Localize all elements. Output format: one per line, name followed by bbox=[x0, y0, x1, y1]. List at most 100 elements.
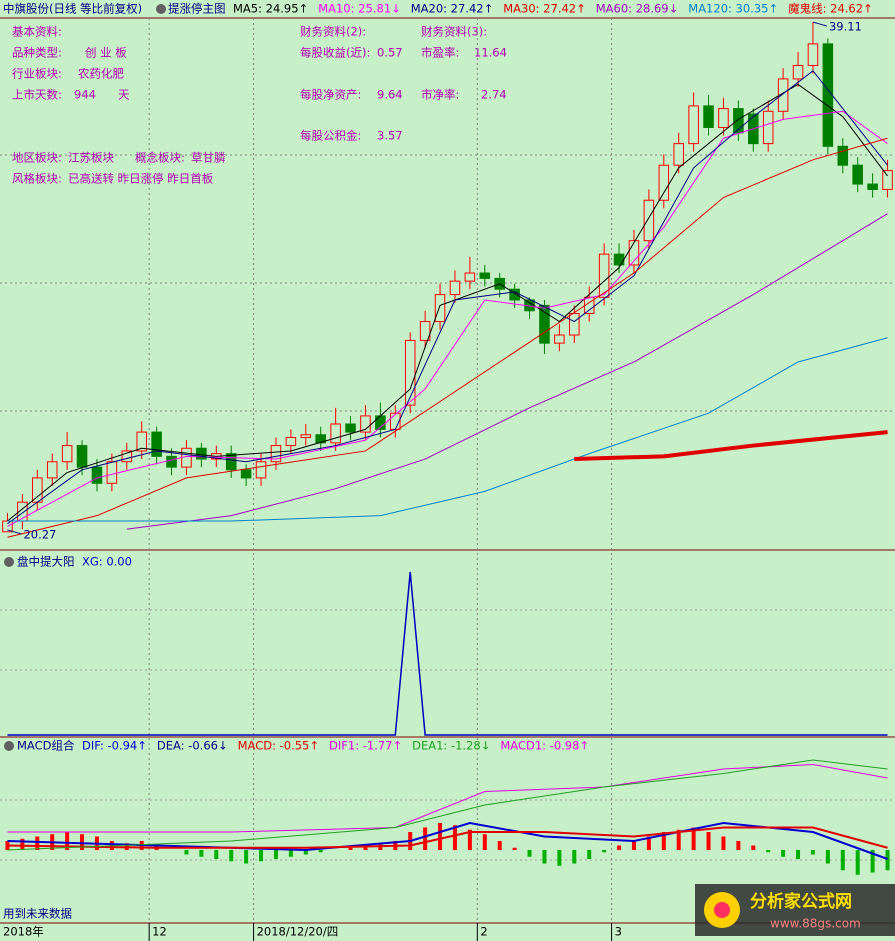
info-text: 11.64 bbox=[474, 46, 507, 60]
legend-entry: DIF: -0.94↑ bbox=[82, 739, 147, 753]
candle-body bbox=[882, 170, 893, 190]
info-text: 江苏板块 bbox=[68, 151, 114, 165]
info-text: 每股净资产: bbox=[300, 88, 361, 102]
logo bbox=[714, 902, 730, 918]
candle-body bbox=[240, 469, 252, 479]
info-text: 3.57 bbox=[377, 129, 403, 143]
ma-line bbox=[7, 337, 888, 522]
candle-body bbox=[733, 108, 744, 134]
candle-body bbox=[837, 145, 849, 166]
candle-body bbox=[569, 312, 580, 336]
candle-body bbox=[777, 78, 789, 112]
candle-body bbox=[285, 436, 297, 447]
candle-body bbox=[2, 520, 13, 533]
candle-body bbox=[91, 466, 103, 484]
legend-entry: MA120: 30.35↑ bbox=[688, 2, 778, 16]
info-text: 财务资料(3): bbox=[421, 25, 487, 39]
candle-body bbox=[628, 240, 640, 266]
info-text: 地区板块: bbox=[12, 151, 62, 165]
legend-entry: DEA: -0.66↓ bbox=[157, 739, 228, 753]
macd-line bbox=[7, 826, 888, 849]
candle-body bbox=[539, 304, 550, 344]
candle-body bbox=[151, 431, 162, 457]
chart-title: 中旗股份(日线 等比前复权) bbox=[3, 2, 142, 16]
candle-body bbox=[360, 415, 371, 433]
candle-body bbox=[718, 108, 729, 128]
info-text: 市盈率: bbox=[421, 46, 459, 60]
x-tick-label: 3 bbox=[615, 925, 622, 939]
legend-entry: MA20: 27.42↑ bbox=[411, 2, 494, 16]
info-text: 2.74 bbox=[481, 88, 507, 102]
high-label: 39.11 bbox=[829, 20, 862, 34]
candle-body bbox=[807, 43, 819, 66]
info-text: 草甘膦 bbox=[191, 151, 226, 165]
candle-body bbox=[598, 253, 610, 298]
candle-body bbox=[76, 445, 88, 468]
panel-title: MACD组合 bbox=[17, 739, 75, 753]
legend-entry: MA60: 28.69↓ bbox=[596, 2, 679, 16]
candle-body bbox=[345, 423, 356, 433]
watermark-name: 分析家公式网 bbox=[750, 891, 852, 912]
legend-entry: DEA1: -1.28↓ bbox=[412, 739, 490, 753]
candle-body bbox=[762, 110, 774, 145]
info-text: 已高送转 昨日涨停 昨日首板 bbox=[68, 172, 214, 186]
ma-line bbox=[574, 430, 888, 462]
candle-body bbox=[688, 105, 699, 145]
candle-body bbox=[315, 434, 326, 444]
legend-entry: DIF1: -1.77↑ bbox=[329, 739, 402, 753]
watermark-url: www.88gs.com bbox=[770, 917, 861, 931]
candle-body bbox=[613, 253, 625, 266]
candle-body bbox=[255, 461, 267, 479]
info-text: 基本资料: bbox=[12, 25, 62, 39]
candle-body bbox=[822, 43, 834, 147]
legend-entry: MA30: 27.42↑ bbox=[503, 2, 586, 16]
candle-body bbox=[225, 453, 237, 471]
indicator-line bbox=[7, 571, 888, 736]
info-text: 风格板块: bbox=[12, 172, 62, 186]
candle-body bbox=[479, 272, 491, 279]
candle-body bbox=[464, 272, 476, 282]
watermark: 分析家公式网 www.88gs.com bbox=[695, 884, 895, 936]
extreme-pointer bbox=[812, 21, 828, 27]
macd-line bbox=[7, 763, 888, 833]
candle-body bbox=[32, 477, 43, 503]
candle-body bbox=[300, 434, 312, 438]
info-text: 创 业 板 bbox=[85, 46, 127, 60]
info-text: 财务资料(2): bbox=[300, 25, 366, 39]
candle-body bbox=[196, 447, 207, 460]
candle-body bbox=[136, 431, 147, 452]
x-tick-label: 2018/12/20/四 bbox=[257, 925, 339, 939]
info-text: 品种类型: bbox=[12, 46, 62, 60]
info-text: 944 bbox=[74, 88, 96, 102]
ma-line bbox=[126, 213, 888, 530]
panel-title: 盘中提大阳 bbox=[17, 555, 75, 569]
candle-body bbox=[554, 334, 565, 344]
candle-body bbox=[792, 64, 804, 80]
candle-body bbox=[121, 450, 133, 463]
menu-icon bbox=[4, 741, 14, 751]
info-text: 行业板块: bbox=[12, 67, 62, 81]
info-text: 每股公积金: bbox=[300, 129, 361, 143]
legend-entry: MA5: 24.95↑ bbox=[233, 2, 308, 16]
legend-entry: MACD1: -0.98↑ bbox=[500, 739, 589, 753]
legend-entry: XG: 0.00 bbox=[82, 555, 132, 569]
info-text: 9.64 bbox=[377, 88, 403, 102]
candle-body bbox=[673, 143, 684, 166]
info-text: 天 bbox=[118, 88, 130, 102]
menu-icon bbox=[4, 557, 14, 567]
info-text: 市净率: bbox=[421, 88, 459, 102]
candle-body bbox=[61, 445, 73, 463]
info-text: 农药化肥 bbox=[78, 67, 124, 81]
x-tick-label: 12 bbox=[152, 925, 167, 939]
candle-body bbox=[106, 461, 118, 484]
candle-body bbox=[181, 447, 192, 468]
candle-body bbox=[867, 183, 878, 190]
candle-body bbox=[434, 294, 446, 323]
menu-icon bbox=[156, 4, 166, 14]
x-tick-label: 2018年 bbox=[3, 925, 44, 939]
indicator-title: 提涨停主图 bbox=[168, 2, 226, 16]
low-label: 20.27 bbox=[23, 527, 56, 541]
info-panel: 基本资料: 品种类型: 创 业 板 行业板块: 农药化肥 上市天数: 944 天… bbox=[12, 25, 507, 186]
